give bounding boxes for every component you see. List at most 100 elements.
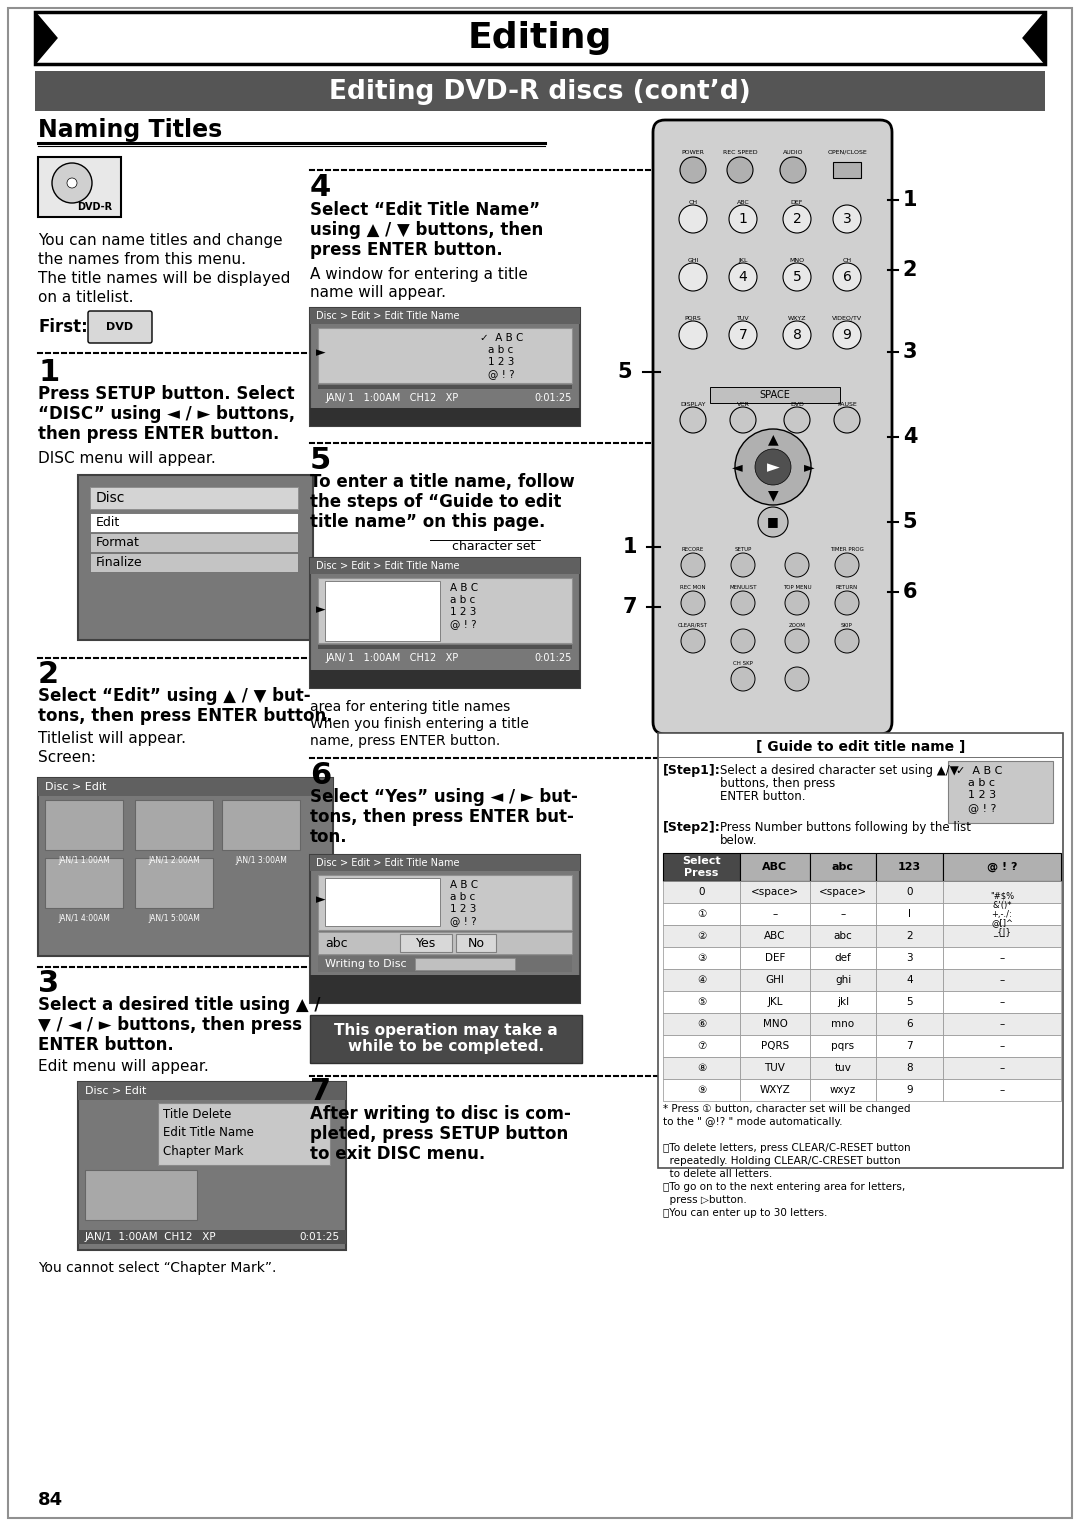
Text: the names from this menu.: the names from this menu. bbox=[38, 252, 246, 267]
Circle shape bbox=[681, 591, 705, 615]
Text: 5: 5 bbox=[618, 362, 632, 382]
Text: CLEAR/RST: CLEAR/RST bbox=[678, 623, 708, 627]
Text: Edit menu will appear.: Edit menu will appear. bbox=[38, 1059, 208, 1074]
Text: JAN/1 4:00AM: JAN/1 4:00AM bbox=[58, 914, 110, 923]
Text: 5: 5 bbox=[906, 996, 913, 1007]
Circle shape bbox=[731, 552, 755, 577]
Text: Titlelist will appear.: Titlelist will appear. bbox=[38, 731, 186, 746]
Bar bbox=[310, 308, 580, 324]
Bar bbox=[663, 1079, 740, 1100]
Text: 8: 8 bbox=[906, 1064, 913, 1073]
Text: MNO: MNO bbox=[789, 258, 805, 262]
Bar bbox=[740, 969, 810, 990]
Text: ④: ④ bbox=[697, 975, 706, 984]
Bar bbox=[158, 1103, 330, 1164]
Text: a b c: a b c bbox=[450, 893, 475, 902]
Text: Format: Format bbox=[96, 536, 140, 548]
Bar bbox=[415, 958, 515, 971]
Text: mno: mno bbox=[832, 1019, 854, 1029]
Bar bbox=[222, 800, 300, 850]
Circle shape bbox=[785, 552, 809, 577]
Text: Yes: Yes bbox=[416, 937, 436, 949]
Text: repeatedly. Holding CLEAR/C-CRESET button: repeatedly. Holding CLEAR/C-CRESET butto… bbox=[663, 1157, 901, 1166]
Text: JAN/1 2:00AM: JAN/1 2:00AM bbox=[148, 856, 200, 865]
Text: –: – bbox=[999, 931, 1004, 942]
Circle shape bbox=[835, 552, 859, 577]
Circle shape bbox=[785, 667, 809, 691]
Bar bbox=[38, 778, 333, 797]
Bar bbox=[943, 1058, 1061, 1079]
Text: 1 2 3: 1 2 3 bbox=[488, 357, 514, 366]
Text: ABC: ABC bbox=[765, 931, 786, 942]
Text: Screen:: Screen: bbox=[38, 749, 96, 765]
Text: buttons, then press: buttons, then press bbox=[720, 777, 835, 789]
Text: 0:01:25: 0:01:25 bbox=[300, 1231, 340, 1242]
Text: 2: 2 bbox=[903, 259, 917, 279]
Text: ■: ■ bbox=[767, 516, 779, 528]
Text: Select
Press: Select Press bbox=[683, 856, 720, 877]
Bar bbox=[876, 1035, 943, 1058]
Text: 1: 1 bbox=[623, 537, 637, 557]
Text: WXYZ: WXYZ bbox=[759, 1085, 791, 1096]
Circle shape bbox=[729, 262, 757, 291]
Bar bbox=[663, 1035, 740, 1058]
Bar bbox=[943, 1079, 1061, 1100]
Text: ►: ► bbox=[316, 894, 326, 906]
Text: Writing to Disc: Writing to Disc bbox=[325, 958, 407, 969]
Bar bbox=[310, 559, 580, 688]
Text: DISC menu will appear.: DISC menu will appear. bbox=[38, 450, 216, 465]
Bar bbox=[810, 853, 876, 881]
Text: [Step2]:: [Step2]: bbox=[663, 821, 720, 833]
Text: <space>: <space> bbox=[819, 887, 867, 897]
Text: Select “Yes” using ◄ / ► but-: Select “Yes” using ◄ / ► but- bbox=[310, 787, 578, 806]
Text: abc: abc bbox=[832, 862, 854, 871]
Text: 3: 3 bbox=[842, 212, 851, 226]
Text: –: – bbox=[999, 1041, 1004, 1051]
Text: to exit DISC menu.: to exit DISC menu. bbox=[310, 1144, 485, 1163]
Text: “DISC” using ◄ / ► buttons,: “DISC” using ◄ / ► buttons, bbox=[38, 404, 295, 423]
Bar bbox=[876, 1079, 943, 1100]
Bar bbox=[35, 72, 1045, 111]
Circle shape bbox=[731, 667, 755, 691]
Bar bbox=[876, 881, 943, 903]
Bar bbox=[810, 903, 876, 925]
Text: ②: ② bbox=[697, 931, 706, 942]
Bar bbox=[810, 881, 876, 903]
Text: PAUSE: PAUSE bbox=[837, 401, 856, 406]
Text: [Step1]:: [Step1]: bbox=[663, 763, 720, 777]
Text: OPEN/CLOSE: OPEN/CLOSE bbox=[827, 150, 867, 154]
Text: Editing: Editing bbox=[468, 21, 612, 55]
Text: To enter a title name, follow: To enter a title name, follow bbox=[310, 473, 575, 491]
Text: tons, then press ENTER but-: tons, then press ENTER but- bbox=[310, 807, 573, 826]
Text: TUV: TUV bbox=[765, 1064, 785, 1073]
Text: DVD: DVD bbox=[791, 401, 804, 406]
Circle shape bbox=[735, 429, 811, 505]
Circle shape bbox=[785, 591, 809, 615]
Text: @ ! ?: @ ! ? bbox=[488, 369, 515, 378]
Bar bbox=[943, 925, 1061, 948]
Text: –: – bbox=[840, 909, 846, 919]
Text: No: No bbox=[468, 937, 485, 949]
Bar bbox=[948, 761, 1053, 823]
Text: 0: 0 bbox=[699, 887, 705, 897]
Text: 2: 2 bbox=[793, 212, 801, 226]
FancyBboxPatch shape bbox=[653, 121, 892, 734]
Text: SPACE: SPACE bbox=[759, 391, 791, 400]
Bar bbox=[45, 800, 123, 850]
Text: 1 2 3: 1 2 3 bbox=[450, 607, 476, 617]
Text: title name” on this page.: title name” on this page. bbox=[310, 513, 545, 531]
Text: DVD: DVD bbox=[107, 322, 134, 333]
Bar bbox=[876, 969, 943, 990]
Bar bbox=[740, 1013, 810, 1035]
Text: ◄: ◄ bbox=[731, 459, 742, 475]
Bar bbox=[310, 308, 580, 426]
Text: Disc > Edit: Disc > Edit bbox=[85, 1087, 147, 1096]
Text: JAN/1  1:00AM  CH12   XP: JAN/1 1:00AM CH12 XP bbox=[85, 1231, 217, 1242]
Text: JAN/1 5:00AM: JAN/1 5:00AM bbox=[148, 914, 200, 923]
Text: ►: ► bbox=[316, 603, 326, 617]
Text: TOP MENU: TOP MENU bbox=[783, 584, 811, 589]
Text: GHI: GHI bbox=[766, 975, 784, 984]
Text: on a titlelist.: on a titlelist. bbox=[38, 290, 134, 305]
Text: ③: ③ bbox=[697, 954, 706, 963]
Bar bbox=[663, 853, 740, 881]
